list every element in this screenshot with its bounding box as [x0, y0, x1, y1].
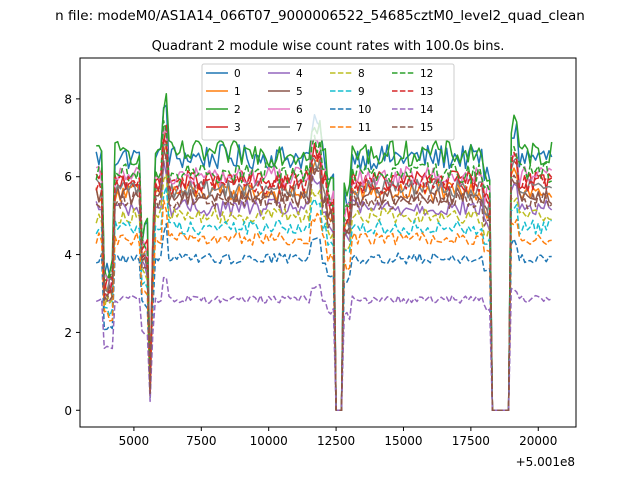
- y-axis: 0 2 4 6 8: [64, 92, 80, 418]
- legend-label-0: 0: [234, 68, 241, 80]
- y-tick-label: 0: [64, 404, 72, 418]
- series-line-14: [95, 276, 552, 412]
- y-tick-label: 8: [64, 92, 72, 106]
- axes-frame: [79, 57, 577, 428]
- series-line-15: [95, 155, 553, 412]
- series-line-8: [95, 173, 552, 412]
- series-layer: [95, 92, 553, 412]
- series-line-5: [95, 148, 553, 412]
- series-line-11: [95, 199, 552, 412]
- x-tick-label: 12500: [317, 434, 355, 448]
- x-tick-label: 15000: [384, 434, 422, 448]
- legend-label-14: 14: [420, 104, 434, 116]
- legend-label-2: 2: [234, 104, 241, 116]
- x-tick-label: 10000: [250, 434, 288, 448]
- legend-label-9: 9: [358, 86, 365, 98]
- x-tick-label: 20000: [519, 434, 557, 448]
- legend-label-12: 12: [420, 68, 433, 80]
- legend-label-15: 15: [420, 122, 433, 134]
- legend-label-6: 6: [296, 104, 303, 116]
- legend-label-13: 13: [420, 86, 433, 98]
- y-tick-label: 2: [64, 326, 72, 340]
- x-tick-label: 7500: [186, 434, 217, 448]
- series-line-7: [95, 143, 553, 412]
- y-tick-label: 6: [64, 170, 72, 184]
- figure-suptitle: n file: modeM0/AS1A14_066T07_9000006522_…: [55, 8, 585, 24]
- x-offset-label: +5.001e8: [516, 455, 575, 469]
- legend-label-4: 4: [296, 68, 303, 80]
- series-line-2: [96, 92, 553, 412]
- chart-title: Quadrant 2 module wise count rates with …: [152, 39, 505, 54]
- legend-box: [201, 63, 455, 141]
- legend-label-5: 5: [296, 86, 303, 98]
- legend-label-7: 7: [296, 122, 303, 134]
- legend-label-11: 11: [358, 122, 371, 134]
- series-line-10: [95, 222, 552, 412]
- series-line-12: [95, 119, 553, 412]
- series-line-9: [95, 186, 552, 412]
- x-axis: 5000 7500 10000 12500 15000 17500 20000: [119, 427, 557, 448]
- legend-label-10: 10: [358, 104, 371, 116]
- x-tick-label: 5000: [119, 434, 150, 448]
- series-line-0: [95, 104, 553, 412]
- legend-label-3: 3: [234, 122, 241, 134]
- series-line-13: [95, 136, 553, 412]
- legend-label-8: 8: [358, 68, 365, 80]
- y-tick-label: 4: [64, 248, 72, 262]
- x-tick-label: 17500: [452, 434, 490, 448]
- legend-label-1: 1: [234, 86, 241, 98]
